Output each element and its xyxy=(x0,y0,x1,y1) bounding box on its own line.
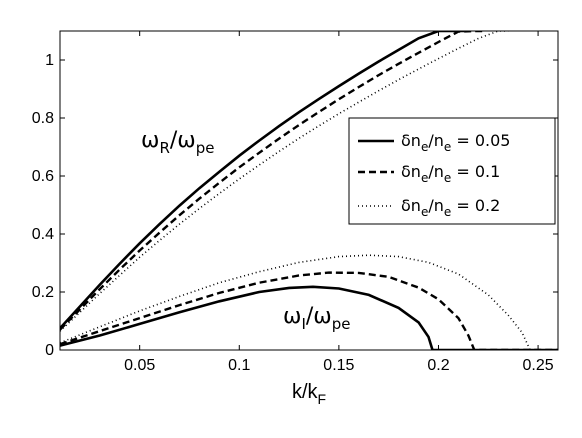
x-tick-label: 0.15 xyxy=(323,357,354,374)
x-axis-label: k/kF xyxy=(292,381,326,407)
series-layer xyxy=(60,31,558,350)
x-tick-label: 0.25 xyxy=(523,357,554,374)
legend-entry-2: δne/ne = 0.2 xyxy=(401,196,500,219)
y-tick-label: 1 xyxy=(45,52,54,69)
legend-entry-0: δne/ne = 0.05 xyxy=(401,131,510,154)
y-tick-label: 0.6 xyxy=(32,168,54,185)
y-tick-label: 0.2 xyxy=(32,284,54,301)
series-1-real-line xyxy=(60,31,483,331)
annotation-omega-i: ωI/ωpe xyxy=(283,304,350,333)
series-2-real-line xyxy=(60,31,509,332)
legend: δne/ne = 0.05 δne/ne = 0.1 δne/ne = 0.2 xyxy=(348,117,556,225)
series-0-real-line xyxy=(60,31,465,330)
x-tick-label: 0.1 xyxy=(228,357,250,374)
x-tick-label: 0.2 xyxy=(427,357,449,374)
annotation-omega-r: ωR/ωpe xyxy=(141,128,214,157)
y-tick-label: 0 xyxy=(45,342,54,359)
series-1-imaginary-line xyxy=(60,271,558,350)
y-axis: 0 0.2 0.4 0.6 0.8 1 xyxy=(32,52,558,359)
x-tick-label: 0.05 xyxy=(124,357,155,374)
y-tick-label: 0.8 xyxy=(32,110,54,127)
x-axis: 0.05 0.1 0.15 0.2 0.25 xyxy=(124,31,554,374)
legend-entry-1: δne/ne = 0.1 xyxy=(401,162,500,185)
plot-frame xyxy=(59,30,559,351)
series-0-imaginary-line xyxy=(60,285,558,350)
y-tick-label: 0.4 xyxy=(32,226,54,243)
